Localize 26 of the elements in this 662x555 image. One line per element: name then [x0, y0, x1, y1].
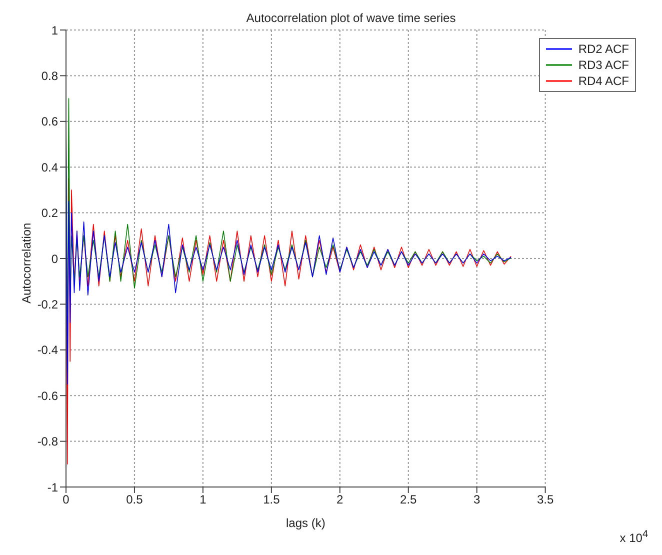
x-tick-label: 1.5: [263, 492, 280, 507]
y-tick-label: -0.2: [37, 297, 58, 312]
legend-label: RD3 ACF: [578, 57, 629, 73]
x-tick-label: 0: [62, 492, 70, 507]
x-tick-label: 0.5: [126, 492, 144, 507]
x-tick-label: 1: [200, 492, 207, 507]
y-axis-title: Autocorrelation: [19, 222, 34, 304]
x-axis-title: lags (k): [286, 516, 326, 530]
y-tick-label: 0.2: [41, 206, 58, 220]
text: x 10$^{4}$: [620, 529, 648, 545]
y-tick-label: 1: [51, 23, 58, 38]
y-tick-label: 0.6: [41, 114, 58, 129]
y-tick-label: -0.8: [37, 434, 58, 449]
legend-label: RD4 ACF: [578, 73, 629, 89]
y-tick-label: -1: [47, 480, 58, 494]
y-tick-label: 0.4: [41, 160, 58, 174]
x-tick-label: 2.5: [400, 492, 418, 507]
x-tick-label: 3: [473, 492, 480, 507]
y-tick-label: 0: [51, 252, 58, 266]
chart-title: Autocorrelation plot of wave time series: [246, 11, 456, 25]
y-tick-label: 0.8: [41, 68, 58, 83]
x-tick-label: 3.5: [536, 492, 554, 507]
y-tick-label: -0.6: [37, 388, 58, 403]
legend-label: RD2 ACF: [578, 41, 629, 57]
y-tick-label: -0.4: [37, 343, 58, 358]
x-tick-label: 2: [336, 492, 344, 507]
